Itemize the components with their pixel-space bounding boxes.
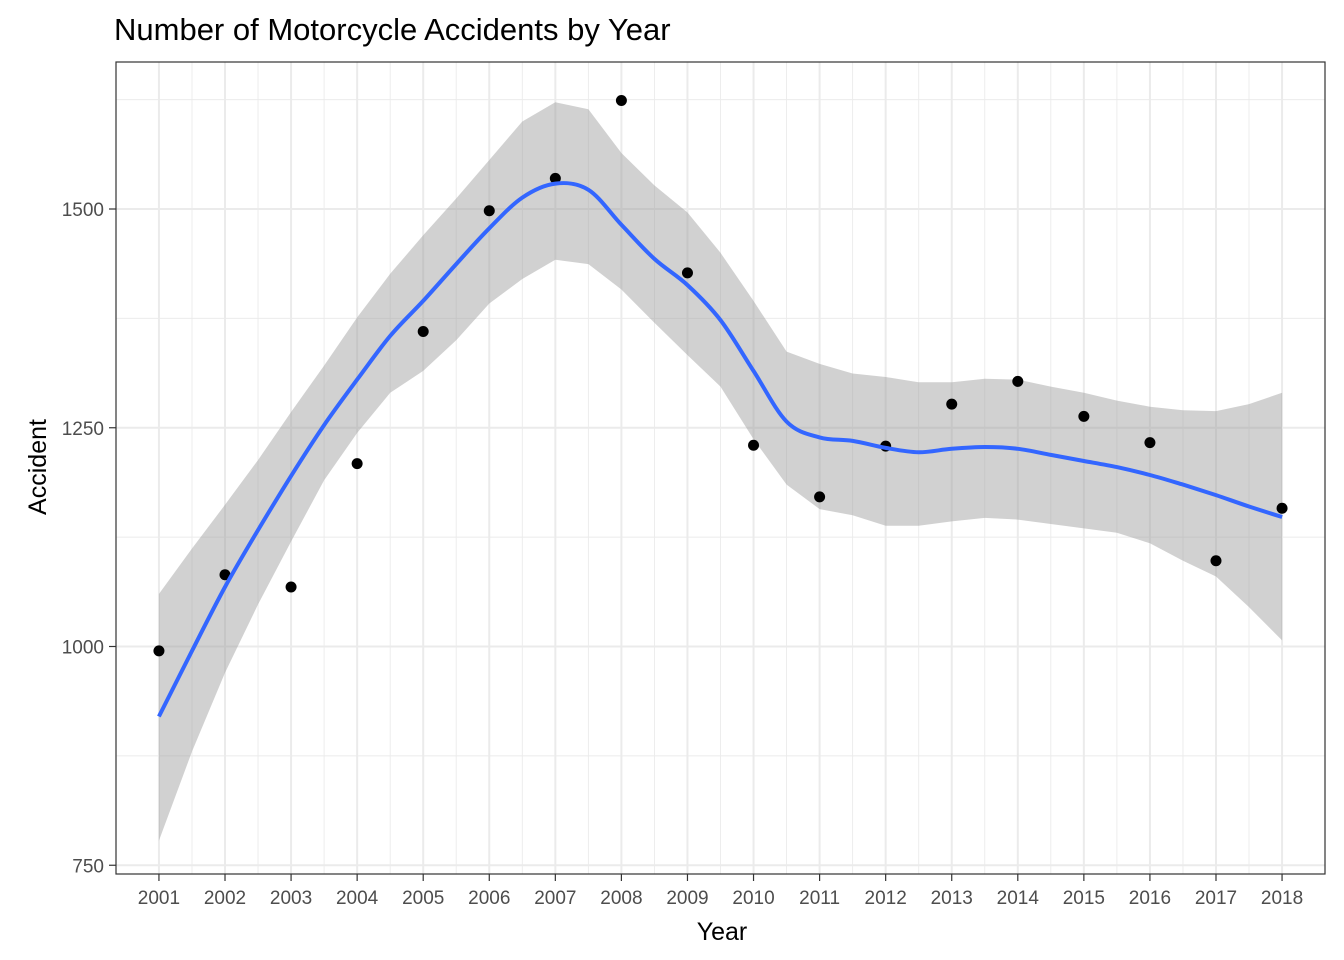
y-axis-title: Accident <box>24 419 52 515</box>
x-tick-label: 2005 <box>402 888 444 909</box>
x-tick-label: 2004 <box>336 888 379 909</box>
data-points <box>153 95 1288 657</box>
x-tick-label: 2014 <box>997 888 1040 909</box>
x-tick-label: 2008 <box>600 888 642 909</box>
data-point <box>351 458 363 470</box>
x-tick-label: 2015 <box>1063 888 1105 909</box>
data-point <box>1144 437 1156 449</box>
y-axis: 750 1000 1250 1500 <box>62 200 116 877</box>
data-point <box>615 95 627 106</box>
data-point <box>1210 555 1222 567</box>
x-tick-label: 2009 <box>666 888 708 909</box>
data-point <box>483 205 495 217</box>
y-tick-label: 1250 <box>62 419 104 440</box>
data-point <box>1078 410 1090 422</box>
x-tick-label: 2013 <box>931 888 973 909</box>
confidence-ribbon <box>158 102 1283 841</box>
data-point <box>153 645 165 657</box>
panel-border <box>115 61 1326 875</box>
x-tick-label: 2002 <box>204 888 246 909</box>
x-tick-label: 2011 <box>799 888 840 909</box>
y-tick-label: 750 <box>72 856 104 877</box>
x-axis-title: Year <box>697 918 748 946</box>
data-point <box>681 267 693 279</box>
data-point <box>1276 502 1288 514</box>
x-tick-label: 2017 <box>1195 888 1237 909</box>
data-point <box>285 581 297 593</box>
data-point <box>1012 375 1024 387</box>
grid <box>116 62 1325 874</box>
smooth-line-layer <box>157 181 1283 718</box>
x-tick-label: 2012 <box>865 888 907 909</box>
data-point <box>946 398 958 410</box>
x-tick-label: 2003 <box>270 888 312 909</box>
data-point <box>814 491 826 503</box>
confidence-band <box>158 102 1283 841</box>
x-tick-label: 2016 <box>1129 888 1171 909</box>
chart-title: Number of Motorcycle Accidents by Year <box>114 12 671 47</box>
x-tick-label: 2001 <box>138 888 180 909</box>
x-tick-label: 2006 <box>468 888 510 909</box>
x-tick-label: 2018 <box>1261 888 1303 909</box>
data-point <box>748 439 760 451</box>
data-point <box>417 326 429 337</box>
x-tick-label: 2010 <box>732 888 774 909</box>
smooth-line <box>157 181 1283 718</box>
x-axis: 2001 2002 2003 2004 2005 2006 2007 2008 2009 2010… <box>138 874 1303 909</box>
x-tick-label: 2007 <box>534 888 576 909</box>
y-tick-label: 1500 <box>62 200 104 221</box>
y-tick-label: 1000 <box>62 638 104 659</box>
data-point <box>219 569 231 581</box>
data-point <box>549 172 561 184</box>
